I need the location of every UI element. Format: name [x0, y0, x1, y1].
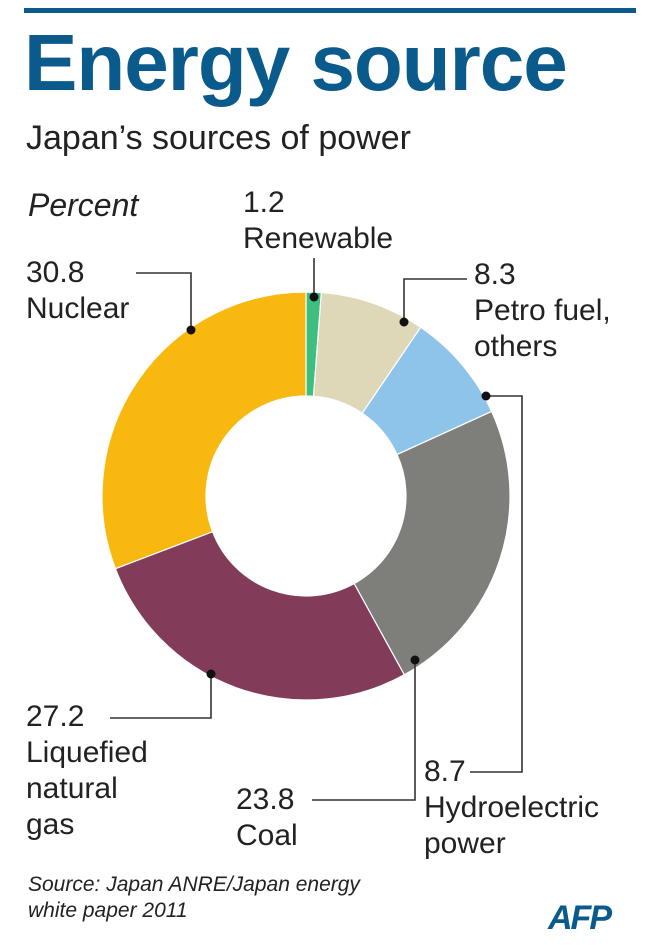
slice-coal	[353, 410, 511, 676]
leader-lng	[110, 674, 212, 719]
leader-dot-coal	[410, 655, 420, 665]
label-petro-value: 8.3	[474, 258, 516, 291]
leader-dots	[186, 292, 491, 679]
slice-nuclear	[101, 291, 307, 570]
slice-liquefied-natural-gas	[114, 530, 406, 701]
leader-dot-hydro	[481, 391, 491, 401]
leader-lines	[110, 258, 523, 801]
label-renewable-name: Renewable	[243, 222, 394, 255]
label-petro-name-line1: Petro fuel,	[474, 294, 611, 327]
chart-title: Energy source	[24, 18, 568, 107]
afp-logo: AFP	[548, 899, 612, 937]
label-lng-name-line1: Liquefied	[26, 736, 148, 769]
label-lng-value: 27.2	[26, 700, 85, 733]
leader-hydro	[470, 395, 523, 773]
label-hydro-name-line2: power	[424, 827, 506, 860]
unit-label: Percent	[28, 187, 139, 223]
source-line-1: Source: Japan ANRE/Japan energy	[28, 873, 360, 896]
donut-slices	[101, 291, 511, 701]
label-nuclear-name: Nuclear	[26, 292, 130, 325]
source-note: Source: Japan ANRE/Japan energy white pa…	[28, 872, 360, 924]
leader-petro	[403, 278, 467, 322]
leader-dot-nuclear	[186, 325, 196, 335]
label-nuclear-value: 30.8	[26, 256, 85, 289]
label-hydro-value: 8.7	[424, 755, 466, 788]
label-coal-value: 23.8	[236, 783, 295, 816]
leader-coal	[312, 660, 416, 801]
leader-dot-lng	[206, 669, 216, 679]
label-coal-name: Coal	[236, 819, 298, 852]
leader-nuclear	[136, 272, 192, 330]
label-hydro-name-line1: Hydroelectric	[424, 791, 600, 824]
top-rule	[24, 8, 636, 13]
source-line-2: white paper 2011	[28, 899, 188, 922]
chart-subtitle: Japan’s sources of power	[26, 119, 411, 157]
label-renewable-value: 1.2	[243, 186, 285, 219]
label-lng-name-line3: gas	[26, 808, 75, 841]
label-petro-name-line2: others	[474, 330, 558, 363]
leader-dot-renewable	[309, 292, 319, 302]
label-lng-name-line2: natural	[26, 772, 118, 805]
leader-dot-petro	[399, 317, 409, 327]
